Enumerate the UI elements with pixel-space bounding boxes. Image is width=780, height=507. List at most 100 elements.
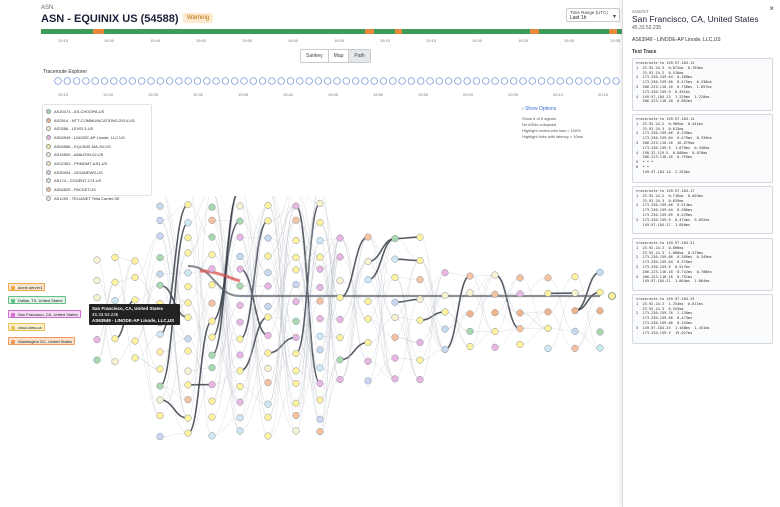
hop-node[interactable] [391, 298, 399, 306]
hop-node[interactable] [236, 318, 244, 326]
hop-node[interactable] [156, 254, 164, 262]
legend-item[interactable]: AS2914 - NTT-COMMUNICATIONS-2914,US [46, 116, 148, 125]
hop-node[interactable] [516, 290, 524, 298]
hop-node[interactable] [491, 327, 499, 336]
hop-node[interactable] [336, 234, 344, 242]
hop-node[interactable] [441, 291, 449, 299]
legend-item[interactable]: AS30094 - GIGANEWS,US [46, 168, 148, 177]
hop-node[interactable] [416, 338, 424, 346]
hop-node[interactable] [93, 294, 101, 302]
legend-item[interactable]: AS54588 - EQUINIX-MA-SV,US [46, 142, 148, 151]
hop-node[interactable] [111, 253, 119, 262]
hop-node[interactable] [131, 354, 139, 362]
hop-node[interactable] [93, 276, 101, 284]
hop-node[interactable] [316, 379, 324, 387]
traceroute-dot[interactable] [472, 77, 481, 85]
hop-node[interactable] [416, 356, 424, 364]
traceroute-dot[interactable] [240, 77, 248, 85]
hop-node[interactable] [184, 201, 192, 209]
hop-node[interactable] [391, 235, 399, 243]
hop-node[interactable] [292, 367, 300, 375]
hop-node[interactable] [184, 347, 192, 355]
hop-node[interactable] [208, 251, 216, 259]
traceroute-dot[interactable] [361, 77, 369, 85]
hop-node[interactable] [264, 313, 272, 321]
hop-node[interactable] [156, 411, 164, 420]
hop-node[interactable] [184, 219, 192, 227]
traceroute-dot[interactable] [547, 77, 555, 85]
hop-node[interactable] [156, 281, 164, 289]
hop-node[interactable] [111, 278, 119, 286]
hop-node[interactable] [544, 344, 552, 353]
hop-node[interactable] [264, 282, 272, 290]
hop-node[interactable] [391, 354, 399, 362]
hop-node[interactable] [236, 398, 244, 406]
traceroute-dot[interactable] [528, 77, 536, 85]
traceroute-dot[interactable] [156, 77, 164, 85]
legend-item[interactable]: AS63949 - LINODE-AP Linode, LLC,US [46, 133, 148, 142]
agent-tag[interactable]: acme-server1 [8, 283, 46, 291]
hop-node[interactable] [336, 375, 344, 384]
hop-node[interactable] [544, 274, 552, 282]
hop-node[interactable] [292, 266, 300, 274]
hop-node[interactable] [316, 297, 324, 305]
hop-node[interactable] [264, 378, 272, 387]
status-timeline[interactable] [41, 29, 622, 34]
close-icon[interactable]: × [769, 4, 774, 13]
hop-node[interactable] [441, 345, 449, 353]
traceroute-dot[interactable] [296, 77, 304, 85]
hop-node[interactable] [466, 310, 474, 318]
traceroute-dot[interactable] [482, 77, 490, 85]
legend-item[interactable]: AS54825 - PACKET,US [46, 185, 148, 194]
agent-tag[interactable]: Washington DC, United States [8, 337, 76, 345]
legend-item[interactable]: AS3356 - LEVEL3,US [46, 124, 148, 133]
hop-node[interactable] [441, 269, 449, 277]
hop-node[interactable] [236, 414, 244, 422]
hop-node[interactable] [236, 202, 244, 210]
hop-node[interactable] [516, 274, 524, 282]
legend-item[interactable]: AS16509 - AMAZON-02,US [46, 150, 148, 159]
traceroute-dot[interactable] [454, 77, 462, 85]
hop-node[interactable] [416, 295, 424, 303]
hop-node[interactable] [131, 273, 139, 282]
hop-node[interactable] [364, 357, 372, 365]
hop-node[interactable] [316, 415, 324, 423]
status-segment[interactable] [529, 29, 539, 34]
hop-node[interactable] [236, 217, 244, 225]
hop-node[interactable] [544, 308, 552, 316]
traceroute-dot[interactable] [342, 77, 350, 85]
traceroute-dot[interactable] [612, 77, 620, 85]
traceroute-dot[interactable] [184, 77, 192, 85]
traceroute-dot[interactable] [417, 77, 425, 85]
hop-node[interactable] [156, 202, 164, 210]
hop-node[interactable] [466, 289, 474, 297]
hop-node[interactable] [544, 324, 552, 332]
hop-node[interactable] [316, 332, 324, 340]
show-options-toggle[interactable]: › Show Options [522, 106, 557, 112]
traceroute-dot[interactable] [82, 77, 90, 85]
traceroute-dot[interactable] [286, 77, 295, 85]
hop-node[interactable] [184, 414, 192, 422]
hop-node[interactable] [316, 428, 324, 436]
hop-node[interactable] [264, 413, 272, 421]
hop-node[interactable] [264, 349, 272, 357]
hop-node[interactable] [208, 317, 216, 325]
legend-item[interactable]: AS22363 - PHMGMT-AS1,US [46, 159, 148, 168]
traceroute-dot[interactable] [212, 77, 220, 85]
hop-node[interactable] [416, 375, 424, 384]
hop-node[interactable] [316, 346, 324, 354]
traceroute-dot[interactable] [575, 77, 583, 85]
hop-node[interactable] [131, 257, 139, 265]
hop-node[interactable] [491, 271, 499, 279]
hop-node[interactable] [208, 299, 216, 307]
hop-node[interactable] [596, 344, 604, 352]
hop-node[interactable] [292, 399, 300, 407]
hop-node[interactable] [316, 219, 324, 227]
traceroute-dot[interactable] [435, 77, 443, 85]
hop-node[interactable] [316, 237, 324, 245]
status-segment[interactable] [374, 29, 395, 34]
traceroute-dot[interactable] [91, 77, 99, 85]
hop-node[interactable] [264, 432, 272, 440]
hop-node[interactable] [184, 234, 192, 242]
hop-node[interactable] [491, 290, 499, 298]
